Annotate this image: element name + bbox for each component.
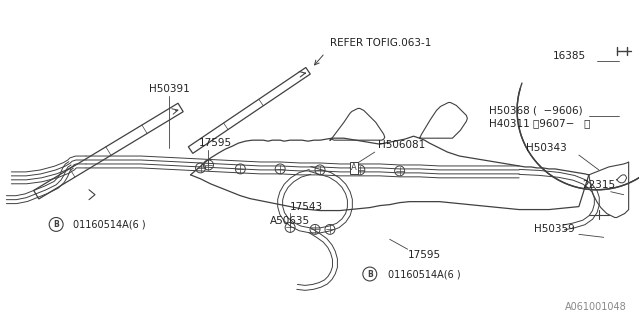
Text: H50359: H50359 xyxy=(534,224,575,234)
Text: 17595: 17595 xyxy=(408,250,441,260)
Text: REFER TOFIG.063-1: REFER TOFIG.063-1 xyxy=(330,38,431,48)
Text: H50368 (  −9606): H50368 ( −9606) xyxy=(489,105,583,116)
Text: 01160514A(6 ): 01160514A(6 ) xyxy=(388,269,460,279)
Text: 01160514A(6 ): 01160514A(6 ) xyxy=(73,220,146,229)
Text: A50635: A50635 xyxy=(270,216,310,227)
Text: B: B xyxy=(53,220,59,229)
Text: A061001048: A061001048 xyxy=(565,302,627,312)
Text: 17543: 17543 xyxy=(290,202,323,212)
Text: H50343: H50343 xyxy=(526,143,567,153)
Text: B: B xyxy=(367,269,372,278)
Text: 17595: 17595 xyxy=(198,138,232,148)
Text: A: A xyxy=(351,164,356,172)
Text: H50391: H50391 xyxy=(148,84,189,94)
Text: H506081: H506081 xyxy=(378,140,425,150)
Text: 16385: 16385 xyxy=(553,51,586,61)
Text: H40311 （9607−   ）: H40311 （9607− ） xyxy=(489,118,591,128)
Text: 22315: 22315 xyxy=(582,180,615,190)
